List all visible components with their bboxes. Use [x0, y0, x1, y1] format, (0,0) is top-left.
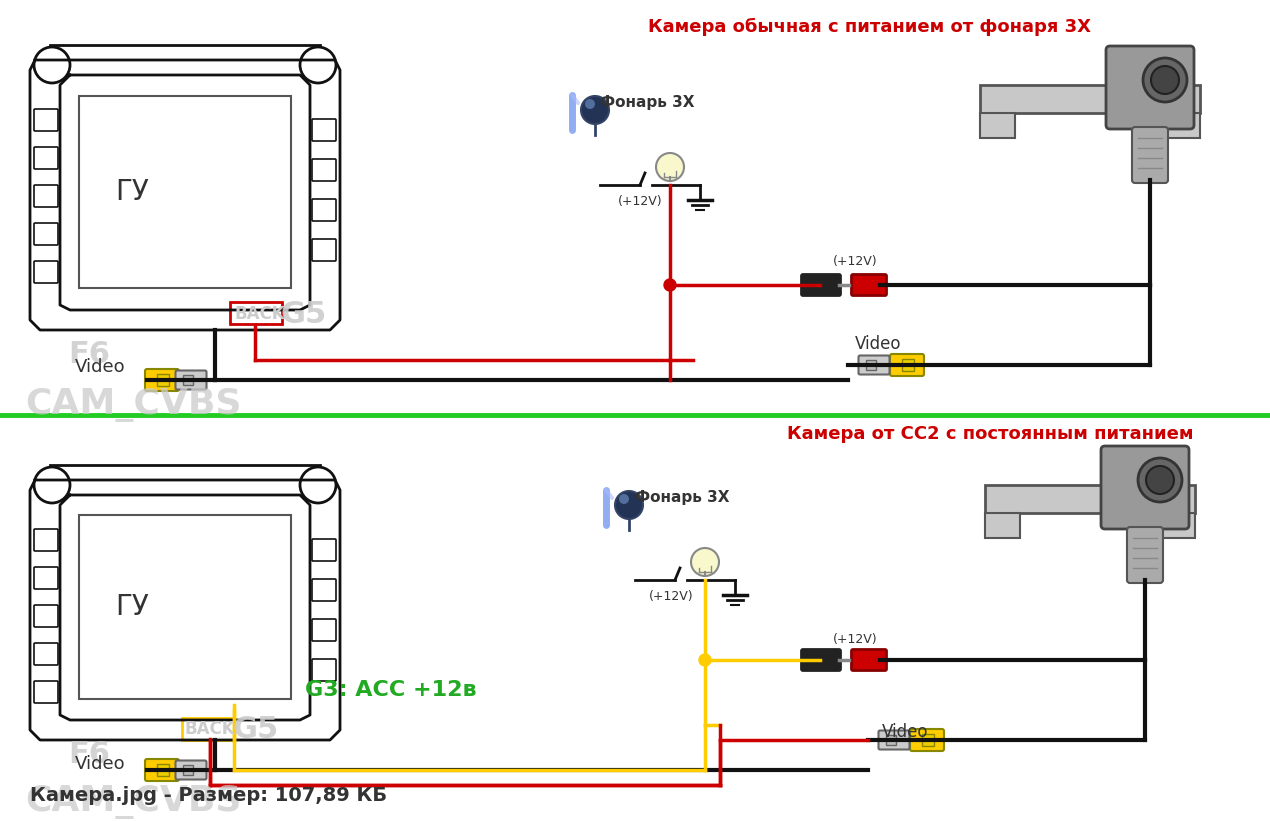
Text: G5: G5 — [232, 715, 278, 744]
Text: G3: АСС +12в: G3: АСС +12в — [305, 680, 476, 700]
Circle shape — [300, 47, 337, 83]
FancyBboxPatch shape — [312, 539, 337, 561]
FancyBboxPatch shape — [890, 354, 925, 376]
FancyBboxPatch shape — [851, 274, 886, 296]
FancyBboxPatch shape — [34, 681, 58, 703]
Bar — [866, 360, 876, 370]
Text: CAM_CVBS: CAM_CVBS — [25, 388, 241, 422]
FancyBboxPatch shape — [145, 369, 179, 391]
FancyBboxPatch shape — [1126, 527, 1163, 583]
Circle shape — [1151, 66, 1179, 94]
Text: Video: Video — [855, 335, 902, 353]
FancyBboxPatch shape — [312, 199, 337, 221]
Text: ГУ: ГУ — [116, 178, 149, 206]
Text: (+12V): (+12V) — [833, 255, 878, 268]
Circle shape — [34, 47, 70, 83]
FancyBboxPatch shape — [879, 731, 909, 750]
Text: Фонарь 3Х: Фонарь 3Х — [635, 490, 729, 505]
Text: F6: F6 — [69, 340, 110, 369]
FancyBboxPatch shape — [34, 223, 58, 245]
FancyBboxPatch shape — [34, 147, 58, 169]
FancyBboxPatch shape — [34, 605, 58, 627]
Text: Video: Video — [75, 755, 126, 773]
Text: (+12V): (+12V) — [618, 195, 663, 208]
Text: (+12V): (+12V) — [649, 590, 693, 603]
FancyBboxPatch shape — [911, 729, 944, 751]
FancyBboxPatch shape — [801, 649, 841, 671]
FancyBboxPatch shape — [1132, 127, 1168, 183]
FancyBboxPatch shape — [1101, 446, 1189, 529]
Text: ГУ: ГУ — [116, 593, 149, 621]
Text: Фонарь 3Х: Фонарь 3Х — [599, 95, 695, 110]
Bar — [986, 485, 1195, 513]
Circle shape — [1138, 458, 1182, 502]
FancyBboxPatch shape — [34, 567, 58, 589]
Bar — [886, 735, 897, 745]
Bar — [230, 302, 282, 324]
Bar — [902, 359, 914, 371]
Circle shape — [585, 99, 596, 109]
FancyBboxPatch shape — [34, 261, 58, 283]
FancyBboxPatch shape — [312, 159, 337, 181]
Circle shape — [618, 494, 629, 504]
FancyBboxPatch shape — [34, 529, 58, 551]
Circle shape — [300, 467, 337, 503]
FancyBboxPatch shape — [175, 370, 207, 389]
Bar — [157, 374, 169, 386]
FancyBboxPatch shape — [801, 274, 841, 296]
Circle shape — [580, 96, 610, 124]
Text: BACK: BACK — [235, 305, 286, 323]
FancyBboxPatch shape — [312, 659, 337, 681]
FancyBboxPatch shape — [34, 185, 58, 207]
FancyBboxPatch shape — [312, 119, 337, 141]
FancyBboxPatch shape — [175, 760, 207, 779]
Circle shape — [615, 491, 643, 519]
Bar — [1160, 513, 1195, 538]
FancyBboxPatch shape — [859, 355, 889, 374]
Text: CAM_CVBS: CAM_CVBS — [25, 785, 241, 819]
FancyBboxPatch shape — [312, 239, 337, 261]
Text: Камера обычная с питанием от фонаря 3Х: Камера обычная с питанием от фонаря 3Х — [649, 18, 1091, 36]
Text: BACK: BACK — [185, 720, 236, 738]
FancyBboxPatch shape — [1106, 46, 1194, 129]
Circle shape — [698, 654, 711, 666]
Bar — [183, 765, 193, 775]
FancyBboxPatch shape — [851, 649, 886, 671]
Bar — [980, 85, 1200, 113]
FancyBboxPatch shape — [312, 619, 337, 641]
Bar — [182, 718, 234, 740]
FancyBboxPatch shape — [34, 109, 58, 131]
Bar — [183, 375, 193, 385]
Bar — [980, 113, 1015, 138]
Bar — [79, 96, 291, 288]
Text: F6: F6 — [69, 740, 110, 769]
FancyBboxPatch shape — [312, 579, 337, 601]
Text: G5: G5 — [279, 300, 326, 329]
Circle shape — [691, 548, 719, 576]
Circle shape — [1143, 58, 1187, 102]
FancyBboxPatch shape — [145, 759, 179, 781]
Text: Камера.jpg - Размер: 107,89 КБ: Камера.jpg - Размер: 107,89 КБ — [30, 786, 387, 805]
Bar — [986, 513, 1020, 538]
Circle shape — [34, 467, 70, 503]
Text: (+12V): (+12V) — [833, 633, 878, 646]
Bar — [922, 734, 933, 746]
Circle shape — [664, 279, 676, 291]
Bar — [157, 764, 169, 776]
Bar — [79, 515, 291, 699]
Text: Камера от СС2 с постоянным питанием: Камера от СС2 с постоянным питанием — [786, 425, 1194, 443]
Circle shape — [1146, 466, 1173, 494]
Text: Video: Video — [881, 723, 928, 741]
Text: Video: Video — [75, 358, 126, 376]
FancyBboxPatch shape — [34, 643, 58, 665]
Bar — [1165, 113, 1200, 138]
Circle shape — [657, 153, 685, 181]
